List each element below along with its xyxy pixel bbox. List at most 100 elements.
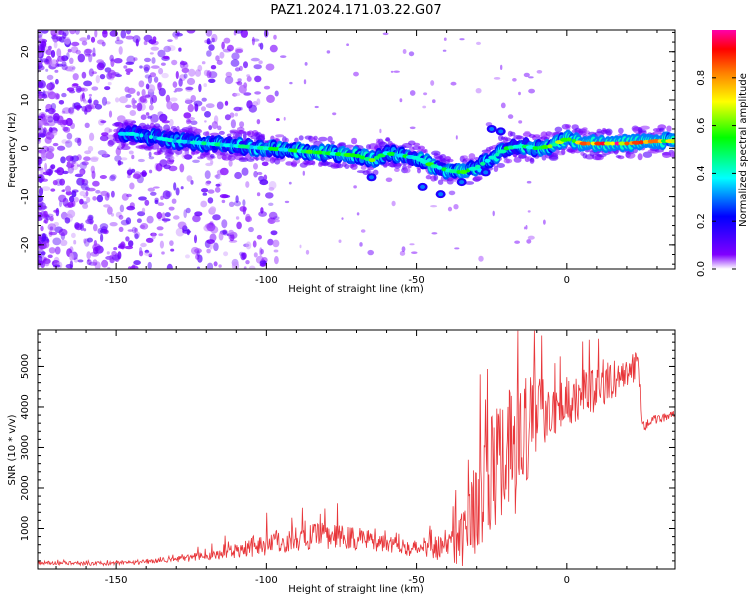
spectrogram-noise-blob [346, 43, 349, 46]
y-tick-label: 4000 [20, 394, 31, 419]
spectrogram-noise-blob [82, 203, 89, 209]
spectrogram-noise-blob [258, 175, 265, 182]
spectrogram-noise-blob [166, 263, 173, 269]
spectrogram-noise-blob [157, 111, 164, 117]
spectrogram-ridge-core [180, 139, 189, 144]
spectrogram-noise-blob [161, 72, 169, 79]
spectrogram-noise-blob [205, 30, 213, 37]
spectrogram-noise-blob [142, 98, 148, 104]
spectrogram-noise-blob [185, 118, 191, 125]
spectrogram-noise-blob [165, 94, 171, 103]
spectrogram-noise-blob [214, 174, 219, 178]
spectrogram-noise-blob [126, 193, 132, 198]
spectrogram-halo-blob [515, 135, 525, 140]
spectrogram-noise-blob [168, 206, 175, 211]
spectrogram-noise-blob [196, 266, 201, 269]
spectrogram-noise-blob [38, 61, 43, 65]
spectrogram-noise-blob [141, 89, 146, 97]
spectrogram-noise-blob [44, 162, 48, 172]
spectrogram-ridge-core [134, 132, 140, 137]
spectrogram-noise-blob [205, 103, 215, 109]
spectrogram-noise-blob [86, 237, 93, 243]
spectrogram-noise-blob [258, 43, 261, 47]
spectrogram-noise-blob [213, 261, 218, 267]
spectrogram-noise-blob [168, 119, 174, 127]
spectrogram-halo-blob [318, 136, 328, 142]
spectrogram-noise-blob [104, 127, 111, 134]
y-tick-label: 0 [20, 145, 31, 151]
snr-panel: -150 -100 -50 0 1000 2000 3000 4000 5000 Height … [7, 329, 676, 595]
spectrogram-ridge-core [449, 169, 459, 174]
spectrogram-noise-blob [236, 221, 242, 230]
y-tick-label: 5000 [20, 354, 31, 379]
spectrogram-noise-blob [202, 192, 208, 196]
spectrogram-noise-blob [228, 201, 235, 207]
spectrogram-noise-blob [47, 116, 54, 123]
spectrogram-noise-blob [147, 261, 152, 269]
spectrogram-noise-blob [99, 223, 109, 231]
spectrogram-noise-blob [450, 81, 457, 86]
spectrogram-ridge-core [166, 138, 175, 143]
spectrogram-noise-blob [268, 181, 277, 190]
spectrogram-noise-blob [52, 237, 62, 246]
spectrogram-noise-blob [205, 162, 213, 167]
spectrogram-noise-blob [44, 260, 50, 267]
spectrogram-noise-blob [156, 211, 163, 220]
spectrogram-noise-blob [257, 171, 263, 176]
spectrogram-noise-blob [48, 247, 56, 254]
spectrogram-noise-blob [235, 48, 244, 54]
spectrogram-noise-blob [40, 225, 44, 232]
spectrogram-noise-blob [243, 61, 248, 69]
spectrogram-noise-blob [110, 174, 117, 180]
spectrogram-ridge-core [618, 141, 626, 146]
spectrogram-noise-blob [158, 67, 164, 75]
spectrogram-noise-blob [62, 107, 71, 114]
spectrogram-noise-blob [204, 170, 211, 180]
spectrogram-halo-blob [642, 151, 653, 158]
spectrogram-noise-blob [64, 66, 74, 72]
spectrogram-ridge-core [624, 141, 630, 146]
spectrogram-noise-blob [45, 215, 51, 221]
spectrogram-noise-blob [172, 81, 178, 88]
spectrogram-noise-blob [222, 48, 232, 53]
spectrogram-noise-blob [139, 65, 143, 69]
spectrogram-noise-blob [230, 59, 240, 67]
spectrogram-noise-blob [148, 151, 152, 158]
x-tick-label: -150 [105, 275, 128, 286]
spectrogram-noise-blob [106, 192, 110, 198]
spectrogram-noise-blob [129, 182, 135, 190]
spectrogram-noise-blob [90, 156, 99, 161]
spectrogram-halo-blob [294, 137, 299, 143]
spectrogram-noise-blob [251, 36, 255, 46]
spectrogram-ridge-core [278, 147, 284, 152]
spectrogram-noise-blob [82, 98, 86, 102]
spectrogram-noise-blob [101, 132, 109, 137]
spectrogram-noise-blob [41, 251, 46, 256]
spectrogram-noise-blob [393, 70, 400, 73]
spectrogram-halo-blob [637, 153, 643, 161]
spectrogram-halo-blob [313, 135, 318, 141]
spectrogram-noise-blob [223, 37, 231, 44]
spectrogram-noise-blob [86, 196, 91, 203]
y-tick-label: 20 [20, 45, 31, 58]
spectrogram-noise-blob [267, 238, 274, 246]
spectrogram-noise-blob [181, 67, 190, 73]
spectrogram-ridge-core [590, 141, 596, 146]
spectrogram-noise-blob [84, 150, 92, 155]
spectrogram-noise-blob [42, 241, 50, 249]
spectrogram-noise-blob [69, 195, 75, 203]
spectrogram-noise-blob [150, 46, 159, 51]
spectrogram-noise-blob [265, 63, 275, 71]
spectrogram-halo-blob [618, 127, 624, 134]
spectrogram-noise-blob [169, 240, 174, 247]
spectrogram-noise-blob [125, 217, 132, 225]
spectrogram-noise-blob [356, 212, 360, 216]
spectrogram-noise-blob [91, 71, 98, 75]
spectrogram-noise-blob [64, 217, 71, 224]
spectrogram-noise-blob [70, 46, 79, 54]
spectrogram-noise-blob [268, 202, 274, 206]
spectrogram-noise-blob [111, 251, 117, 256]
spectrogram-noise-blob [233, 200, 241, 207]
spectrogram-halo-blob [493, 165, 499, 172]
spectrogram-noise-blob [268, 211, 278, 220]
